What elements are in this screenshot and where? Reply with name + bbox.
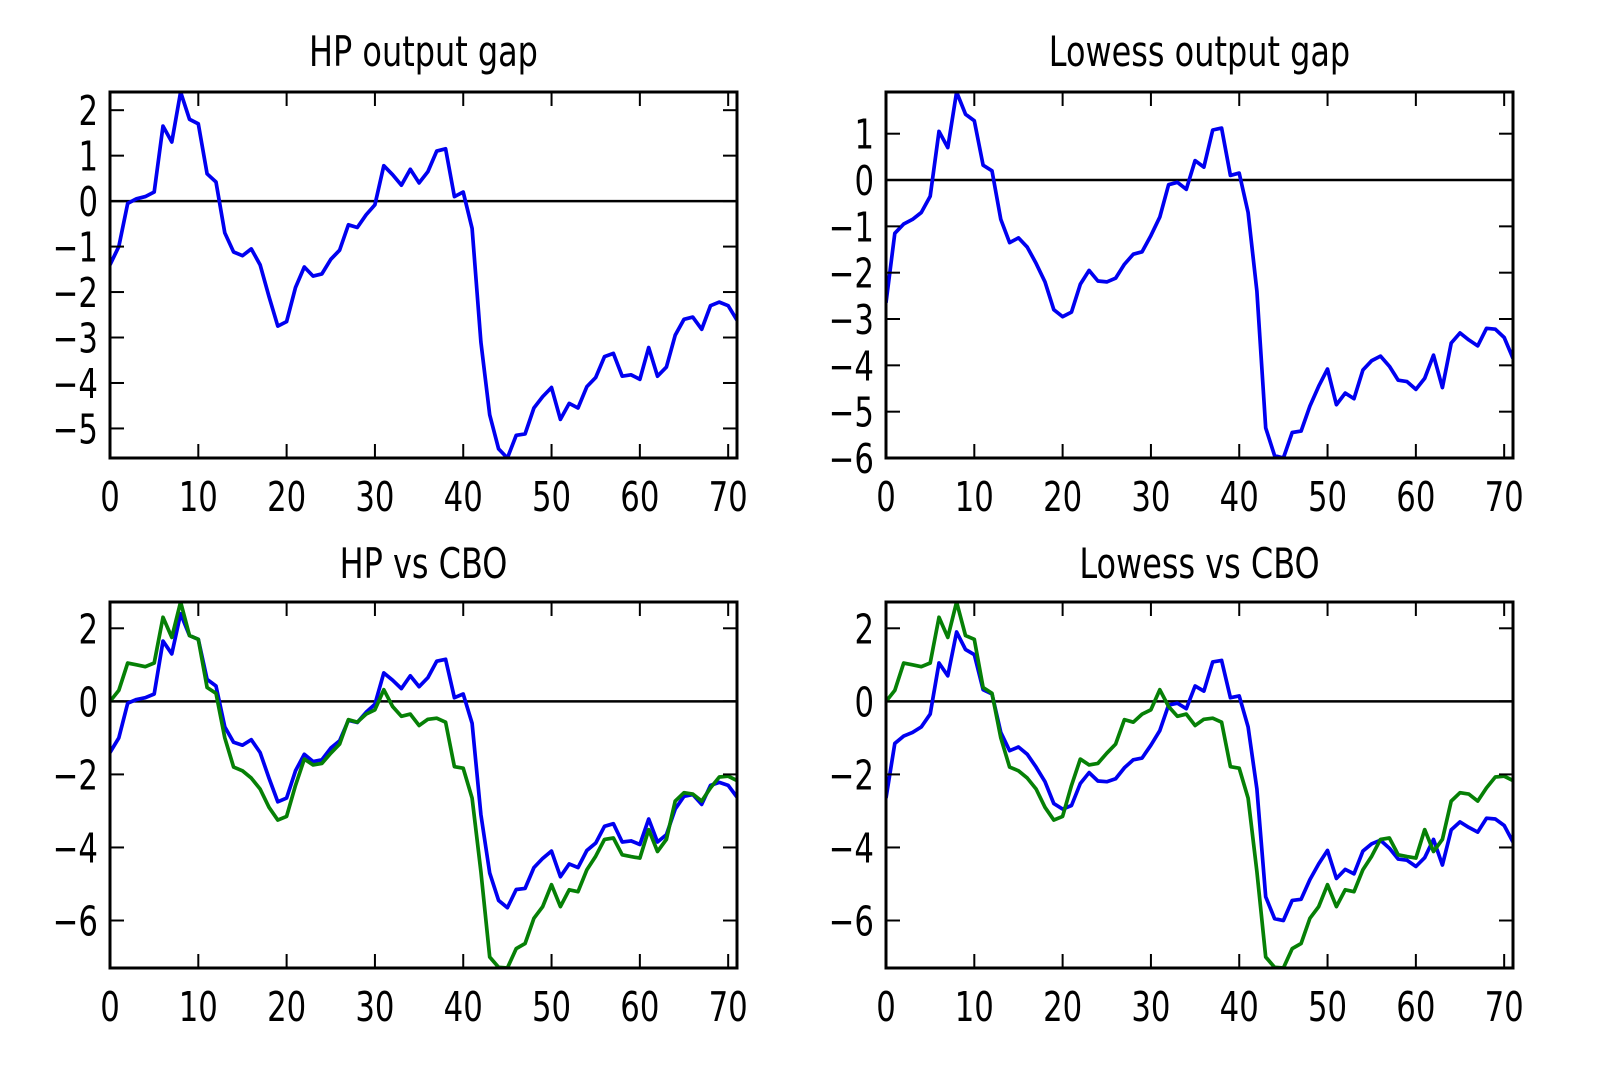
- svg-text:−3: −3: [829, 296, 874, 345]
- svg-text:0: 0: [876, 983, 896, 1032]
- svg-text:−4: −4: [53, 360, 98, 409]
- svg-text:40: 40: [1220, 983, 1259, 1032]
- svg-text:1: 1: [78, 132, 98, 181]
- svg-text:30: 30: [1131, 473, 1170, 522]
- svg-text:60: 60: [1396, 983, 1435, 1032]
- svg-text:50: 50: [1308, 983, 1347, 1032]
- svg-text:−4: −4: [53, 824, 98, 873]
- svg-text:−5: −5: [829, 388, 874, 437]
- svg-text:−2: −2: [53, 751, 98, 800]
- svg-text:60: 60: [620, 473, 659, 522]
- plot-title-lowess-output-gap: Lowess output gap: [1048, 27, 1351, 76]
- svg-text:70: 70: [709, 983, 748, 1032]
- svg-text:0: 0: [854, 678, 874, 727]
- svg-text:−5: −5: [53, 405, 98, 454]
- svg-text:50: 50: [1308, 473, 1347, 522]
- svg-text:70: 70: [709, 473, 748, 522]
- plot-title-hp-vs-cbo: HP vs CBO: [339, 539, 508, 588]
- svg-text:0: 0: [854, 157, 874, 206]
- svg-text:20: 20: [267, 473, 306, 522]
- svg-text:0: 0: [78, 178, 98, 227]
- svg-text:60: 60: [620, 983, 659, 1032]
- svg-text:60: 60: [1396, 473, 1435, 522]
- svg-text:10: 10: [179, 983, 218, 1032]
- svg-text:2: 2: [854, 605, 874, 654]
- svg-text:20: 20: [1043, 983, 1082, 1032]
- svg-text:0: 0: [100, 473, 120, 522]
- svg-text:30: 30: [1131, 983, 1170, 1032]
- svg-text:−1: −1: [829, 203, 874, 252]
- svg-text:70: 70: [1485, 983, 1524, 1032]
- svg-text:−3: −3: [53, 314, 98, 363]
- svg-text:−2: −2: [53, 269, 98, 318]
- svg-text:−6: −6: [829, 435, 874, 484]
- svg-text:50: 50: [532, 983, 571, 1032]
- svg-text:−1: −1: [53, 223, 98, 272]
- svg-text:−4: −4: [829, 824, 874, 873]
- svg-text:−2: −2: [829, 751, 874, 800]
- svg-text:40: 40: [444, 473, 483, 522]
- svg-text:10: 10: [955, 473, 994, 522]
- svg-text:−4: −4: [829, 342, 874, 391]
- svg-text:2: 2: [78, 605, 98, 654]
- svg-text:2: 2: [78, 87, 98, 136]
- svg-text:10: 10: [955, 983, 994, 1032]
- svg-text:−2: −2: [829, 249, 874, 298]
- svg-text:−6: −6: [829, 897, 874, 946]
- plot-title-lowess-vs-cbo: Lowess vs CBO: [1079, 539, 1320, 588]
- svg-text:10: 10: [179, 473, 218, 522]
- svg-text:40: 40: [1220, 473, 1259, 522]
- plot-title-hp-output-gap: HP output gap: [309, 27, 538, 76]
- svg-text:50: 50: [532, 473, 571, 522]
- svg-text:30: 30: [355, 473, 394, 522]
- svg-text:20: 20: [1043, 473, 1082, 522]
- svg-text:−6: −6: [53, 897, 98, 946]
- svg-text:1: 1: [854, 110, 874, 159]
- svg-text:30: 30: [355, 983, 394, 1032]
- svg-text:0: 0: [78, 678, 98, 727]
- svg-text:40: 40: [444, 983, 483, 1032]
- svg-text:70: 70: [1485, 473, 1524, 522]
- svg-text:20: 20: [267, 983, 306, 1032]
- svg-text:0: 0: [100, 983, 120, 1032]
- svg-text:0: 0: [876, 473, 896, 522]
